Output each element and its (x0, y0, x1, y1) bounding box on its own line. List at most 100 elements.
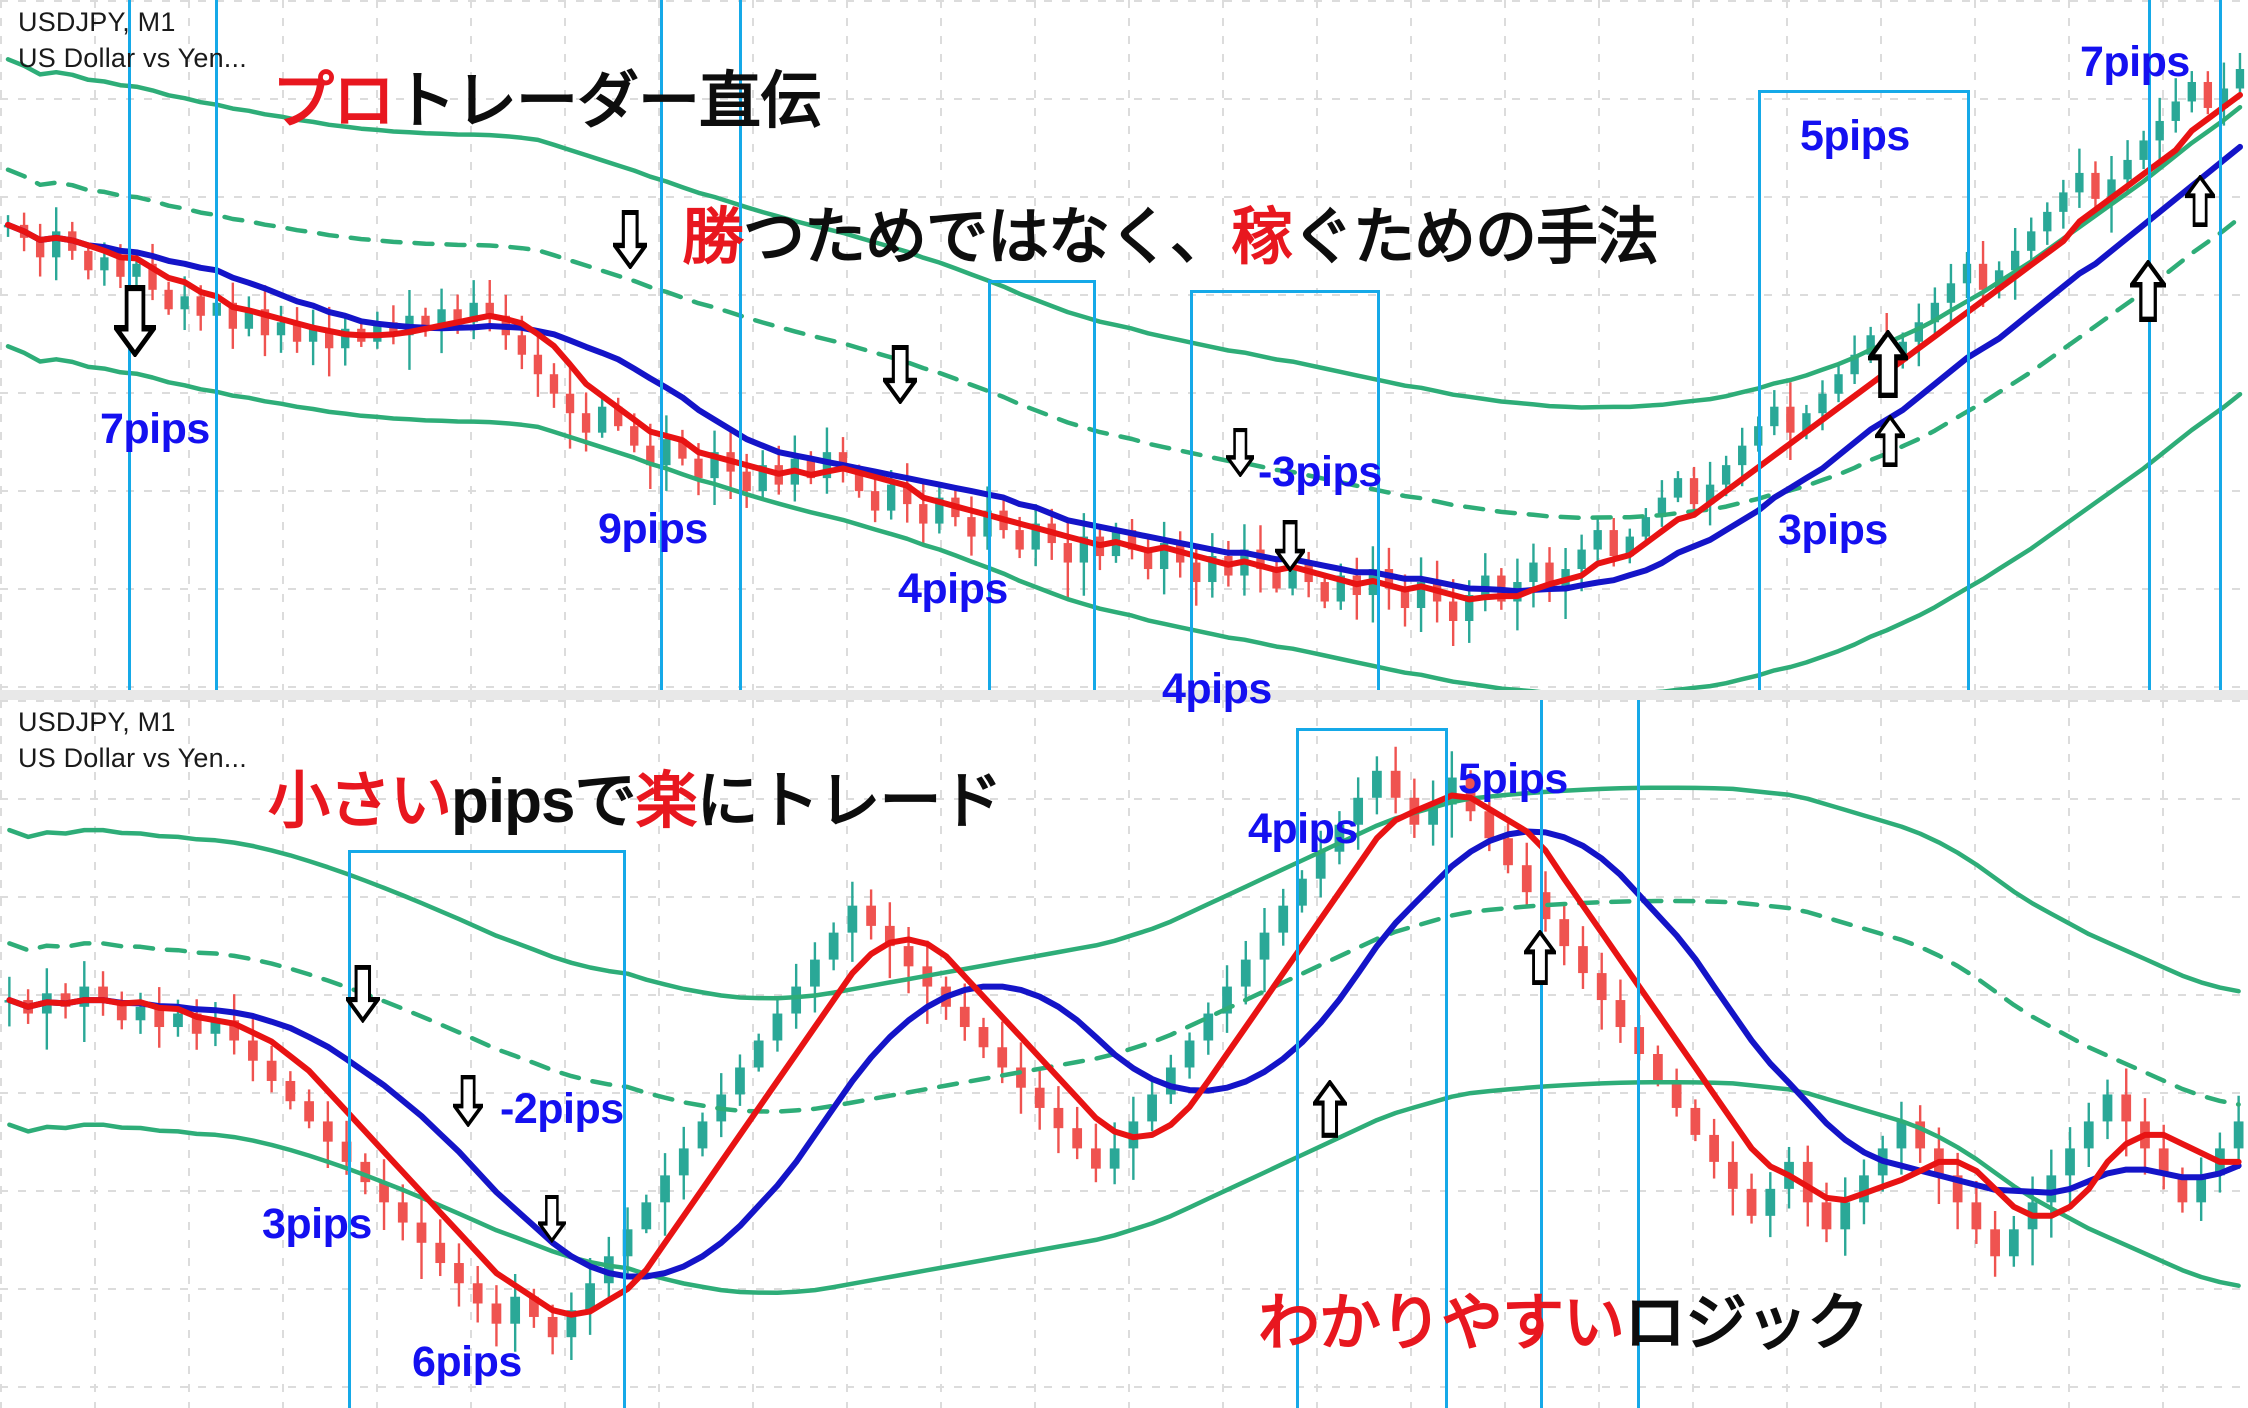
promo-headline: 勝つためではなく、稼ぐための手法 (682, 186, 1659, 276)
candle-body (694, 458, 703, 479)
candle-body (710, 452, 719, 479)
promo-headline-segment: つためではなく、 (743, 203, 1232, 272)
candle-body (641, 1202, 652, 1230)
candle-body (1690, 1107, 1701, 1135)
candle-body (1320, 582, 1329, 602)
candle-body (2121, 1094, 2132, 1122)
arrow-down-icon (535, 1194, 569, 1244)
arrow-up-icon (2127, 258, 2169, 323)
candle-body (678, 439, 687, 459)
envelope-lower-line (7, 1079, 2241, 1296)
candle-body (828, 932, 839, 960)
candle-body (1596, 973, 1607, 1001)
candle-body (1866, 335, 1875, 355)
pips-result-label: -2pips (500, 1085, 624, 1133)
candle-body (1930, 302, 1940, 323)
candle-body (1859, 1175, 1869, 1203)
candle-body (276, 322, 286, 336)
candle-body (978, 1027, 989, 1048)
panel-divider (0, 690, 2248, 700)
chart-panel-bottom[interactable]: USDJPY, M1 US Dollar vs Yen... (0, 700, 2248, 1408)
candle-body (1705, 484, 1715, 505)
candle-body (285, 1080, 296, 1102)
trade-zone-box[interactable] (1758, 90, 1970, 690)
candle-body (1015, 530, 1024, 550)
arrow-down-icon (450, 1074, 486, 1128)
trade-zone-box[interactable] (988, 280, 1096, 690)
moving-average-slow-blue (6, 828, 2242, 1280)
candle-body (2123, 159, 2132, 180)
trade-zone-box[interactable] (2148, 0, 2222, 690)
moving-average-slow-blue (5, 143, 2243, 595)
candle-body (758, 465, 767, 492)
pips-result-label: -3pips (1258, 448, 1382, 496)
candle-body (630, 426, 639, 446)
candle-body (244, 309, 254, 329)
candle-body (322, 1121, 333, 1142)
candle-body (678, 1148, 689, 1176)
candle-body (622, 1229, 633, 1257)
candle-body (1671, 1080, 1682, 1108)
candle-body (397, 1202, 408, 1223)
candle-body (2046, 1175, 2057, 1203)
candle-body (1127, 530, 1137, 550)
candle-body (1709, 1134, 1719, 1162)
candle-body (2008, 1229, 2019, 1257)
candle-body (196, 296, 205, 316)
candle-body (1529, 562, 1538, 583)
candle-body (60, 993, 71, 1007)
candle-body (866, 905, 876, 926)
candle-body (697, 1121, 708, 1149)
candle-body (1143, 549, 1153, 570)
candle-body (2027, 231, 2036, 251)
candle-body (1673, 478, 1683, 498)
trade-zone-box[interactable] (1296, 728, 1448, 1408)
candle-body (2171, 101, 2180, 121)
candle-body (2091, 172, 2100, 199)
candle-body (1521, 865, 1532, 893)
trade-zone-box[interactable] (660, 0, 742, 690)
candle-body (791, 986, 802, 1014)
candle-body (2043, 211, 2052, 232)
candle-body (1353, 797, 1364, 825)
candle-body (1091, 1148, 1101, 1169)
candle-body (919, 504, 928, 524)
candle-body (485, 302, 494, 316)
candle-body (1334, 824, 1345, 852)
candle-body (1384, 569, 1394, 589)
candle-body (903, 946, 914, 967)
candle-body (1545, 562, 1554, 589)
candle-body (603, 1256, 614, 1284)
trade-zone-box[interactable] (1540, 700, 1640, 1408)
candle-body (1159, 543, 1169, 570)
candle-body (2158, 1148, 2169, 1176)
trade-zone-box[interactable] (348, 850, 626, 1408)
candle-body (935, 497, 944, 524)
candle-body (1946, 283, 1956, 303)
candle-body (1278, 905, 1289, 933)
candle-body (100, 257, 109, 271)
candle-body (870, 491, 880, 511)
candle-body (469, 302, 478, 323)
candle-body (1272, 569, 1281, 589)
envelope-lower-line (5, 344, 2243, 690)
candle-body (2065, 1148, 2075, 1176)
candle-body (2083, 1121, 2094, 1149)
candle-body (1222, 986, 1232, 1014)
candle-body (1657, 497, 1667, 518)
candle-body (2075, 172, 2084, 193)
promo-headline: プロトレーダー直伝 (272, 50, 822, 140)
candle-body (772, 1013, 783, 1041)
candle-body (173, 1013, 183, 1028)
candle-body (260, 309, 270, 336)
candle-body (1978, 263, 1988, 290)
candle-body (533, 354, 543, 375)
candle-body (1834, 374, 1843, 394)
candle-body (98, 986, 108, 1001)
candle-body (1184, 1040, 1195, 1068)
pips-result-label: 7pips (2080, 38, 2190, 86)
candle-body (453, 309, 462, 323)
candle-body (1484, 811, 1495, 839)
candle-body (2196, 1175, 2207, 1203)
